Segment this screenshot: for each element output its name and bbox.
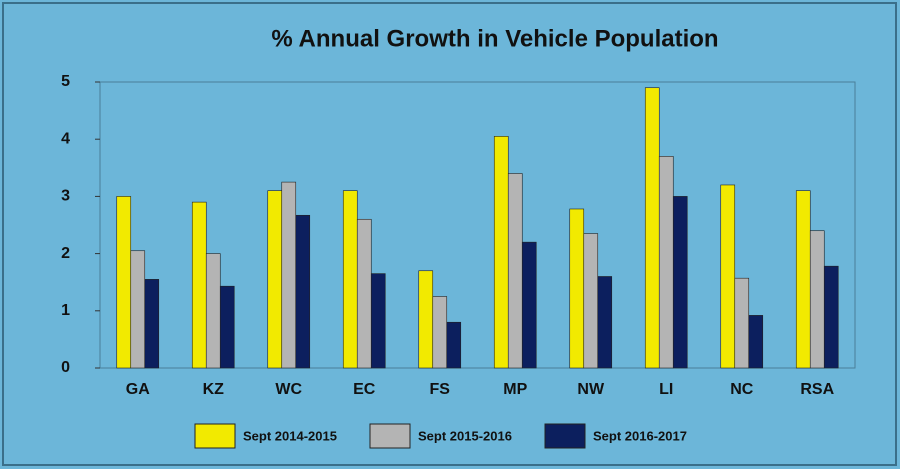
- y-tick-label: 2: [61, 245, 70, 262]
- x-tick-label: MP: [503, 381, 527, 398]
- bar: [507, 173, 523, 369]
- legend-swatch: [369, 423, 411, 449]
- x-tick-label: NW: [577, 381, 605, 398]
- x-tick-label: FS: [430, 381, 451, 398]
- x-tick-label: EC: [353, 381, 376, 398]
- bar: [672, 196, 688, 369]
- bar: [583, 233, 599, 369]
- bar: [748, 315, 764, 369]
- bar: [734, 277, 750, 369]
- legend-label: Sept 2015-2016: [418, 428, 512, 443]
- y-tick-label: 0: [61, 359, 70, 376]
- bar: [432, 296, 448, 369]
- bar: [144, 279, 160, 369]
- y-tick-label: 5: [61, 73, 70, 90]
- bar: [281, 181, 297, 369]
- x-tick-label: GA: [126, 381, 150, 398]
- bar: [658, 156, 674, 369]
- bar: [191, 201, 207, 369]
- legend-label: Sept 2016-2017: [593, 428, 687, 443]
- bar: [446, 321, 462, 369]
- bar: [295, 214, 311, 369]
- bar: [205, 253, 221, 369]
- bar: [720, 184, 736, 369]
- plot-area: [99, 81, 856, 369]
- y-tick-label: 3: [61, 188, 70, 205]
- legend-swatch: [544, 423, 586, 449]
- bar: [809, 230, 825, 369]
- legend-swatch: [194, 423, 236, 449]
- bar: [219, 285, 235, 369]
- legend-label: Sept 2014-2015: [243, 428, 337, 443]
- bar: [267, 190, 283, 369]
- bar: [823, 265, 839, 369]
- bar: [644, 87, 660, 369]
- bar: [370, 273, 386, 369]
- bar: [597, 276, 613, 369]
- y-tick-label: 1: [61, 302, 70, 319]
- bar: [493, 136, 509, 369]
- x-tick-label: WC: [275, 381, 302, 398]
- chart-title: % Annual Growth in Vehicle Population: [271, 25, 718, 52]
- y-tick-label: 4: [61, 130, 70, 147]
- bar: [116, 196, 132, 369]
- bar: [521, 241, 537, 369]
- bar: [356, 218, 372, 369]
- x-tick-label: NC: [730, 381, 754, 398]
- bar: [795, 190, 811, 369]
- bar: [569, 208, 585, 369]
- x-tick-label: RSA: [800, 381, 834, 398]
- bar: [418, 270, 434, 369]
- x-tick-label: LI: [659, 381, 673, 398]
- bar: [130, 250, 146, 369]
- x-tick-label: KZ: [203, 381, 225, 398]
- bar: [342, 190, 358, 369]
